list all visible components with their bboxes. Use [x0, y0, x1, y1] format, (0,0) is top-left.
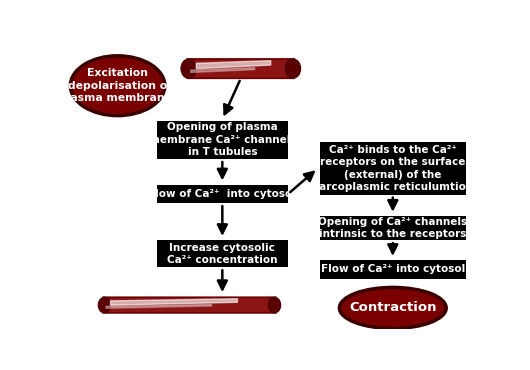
Ellipse shape	[70, 56, 165, 115]
FancyBboxPatch shape	[188, 59, 294, 78]
Text: Opening of plasma
membrane Ca²⁺ channels
in T tubules: Opening of plasma membrane Ca²⁺ channels…	[148, 122, 296, 157]
Text: Excitation
(depolarisation of
plasma membrane): Excitation (depolarisation of plasma mem…	[59, 68, 176, 103]
Text: Ca²⁺ binds to the Ca²⁺
receptors on the surface
(external) of the
sarcoplasmic r: Ca²⁺ binds to the Ca²⁺ receptors on the …	[313, 145, 473, 192]
FancyBboxPatch shape	[157, 240, 288, 268]
Ellipse shape	[268, 297, 281, 313]
FancyBboxPatch shape	[320, 260, 466, 279]
Text: Contraction: Contraction	[349, 302, 437, 314]
FancyBboxPatch shape	[320, 142, 466, 195]
Ellipse shape	[339, 287, 446, 329]
Text: Increase cytosolic
Ca²⁺ concentration: Increase cytosolic Ca²⁺ concentration	[167, 243, 278, 265]
Text: Opening of Ca²⁺ channels
intrinsic to the receptors: Opening of Ca²⁺ channels intrinsic to th…	[318, 217, 467, 239]
Text: Flow of Ca²⁺  into cytosol: Flow of Ca²⁺ into cytosol	[148, 189, 296, 199]
FancyBboxPatch shape	[157, 185, 288, 203]
Text: Flow of Ca²⁺ into cytosol: Flow of Ca²⁺ into cytosol	[321, 265, 465, 275]
FancyBboxPatch shape	[157, 121, 288, 159]
Ellipse shape	[98, 297, 111, 313]
Ellipse shape	[181, 59, 196, 78]
Ellipse shape	[285, 59, 301, 78]
FancyBboxPatch shape	[320, 216, 466, 240]
FancyBboxPatch shape	[103, 297, 276, 313]
